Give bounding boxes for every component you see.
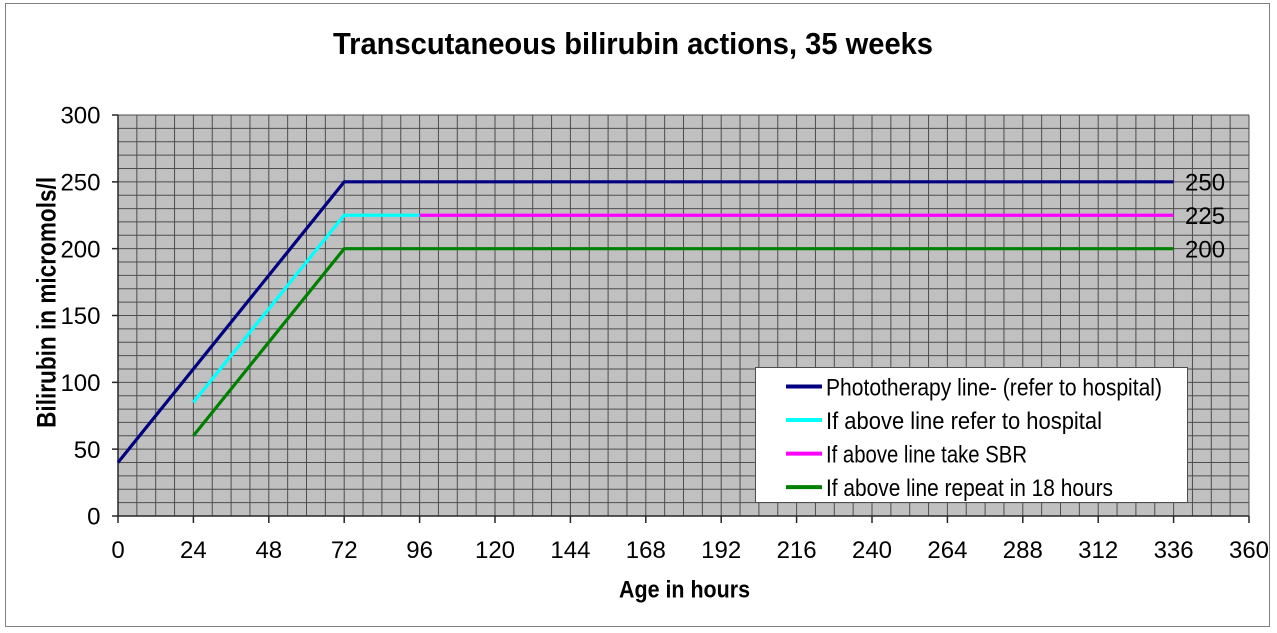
svg-text:72: 72: [331, 537, 358, 564]
svg-text:192: 192: [701, 537, 741, 564]
svg-text:360: 360: [1229, 537, 1269, 564]
svg-text:24: 24: [180, 537, 207, 564]
svg-text:200: 200: [60, 236, 100, 263]
svg-text:If above line repeat in 18 hou: If above line repeat in 18 hours: [826, 475, 1113, 502]
svg-text:250: 250: [60, 170, 100, 197]
svg-text:48: 48: [255, 537, 282, 564]
svg-text:If above line refer to hospita: If above line refer to hospital: [826, 408, 1102, 435]
svg-text:300: 300: [60, 103, 100, 130]
svg-text:Transcutaneous bilirubin actio: Transcutaneous bilirubin actions, 35 wee…: [333, 26, 933, 61]
svg-text:0: 0: [111, 537, 124, 564]
svg-text:50: 50: [74, 437, 101, 464]
svg-text:250: 250: [1185, 170, 1225, 197]
svg-text:0: 0: [87, 504, 100, 531]
svg-text:Bilirubin in micromols/l: Bilirubin in micromols/l: [32, 177, 62, 428]
svg-text:100: 100: [60, 370, 100, 397]
svg-text:312: 312: [1078, 537, 1118, 564]
svg-text:264: 264: [927, 537, 967, 564]
svg-text:Phototherapy line- (refer to h: Phototherapy line- (refer to hospital): [826, 374, 1162, 401]
svg-text:96: 96: [406, 537, 433, 564]
svg-text:336: 336: [1154, 537, 1194, 564]
svg-text:288: 288: [1003, 537, 1043, 564]
svg-text:144: 144: [550, 537, 590, 564]
svg-text:If above line take SBR: If above line take SBR: [826, 441, 1027, 468]
svg-text:216: 216: [777, 537, 817, 564]
svg-text:120: 120: [475, 537, 515, 564]
svg-text:168: 168: [626, 537, 666, 564]
svg-text:Age in hours: Age in hours: [619, 577, 750, 604]
svg-text:240: 240: [852, 537, 892, 564]
svg-text:200: 200: [1185, 236, 1225, 263]
svg-text:150: 150: [60, 303, 100, 330]
svg-text:225: 225: [1185, 203, 1225, 230]
